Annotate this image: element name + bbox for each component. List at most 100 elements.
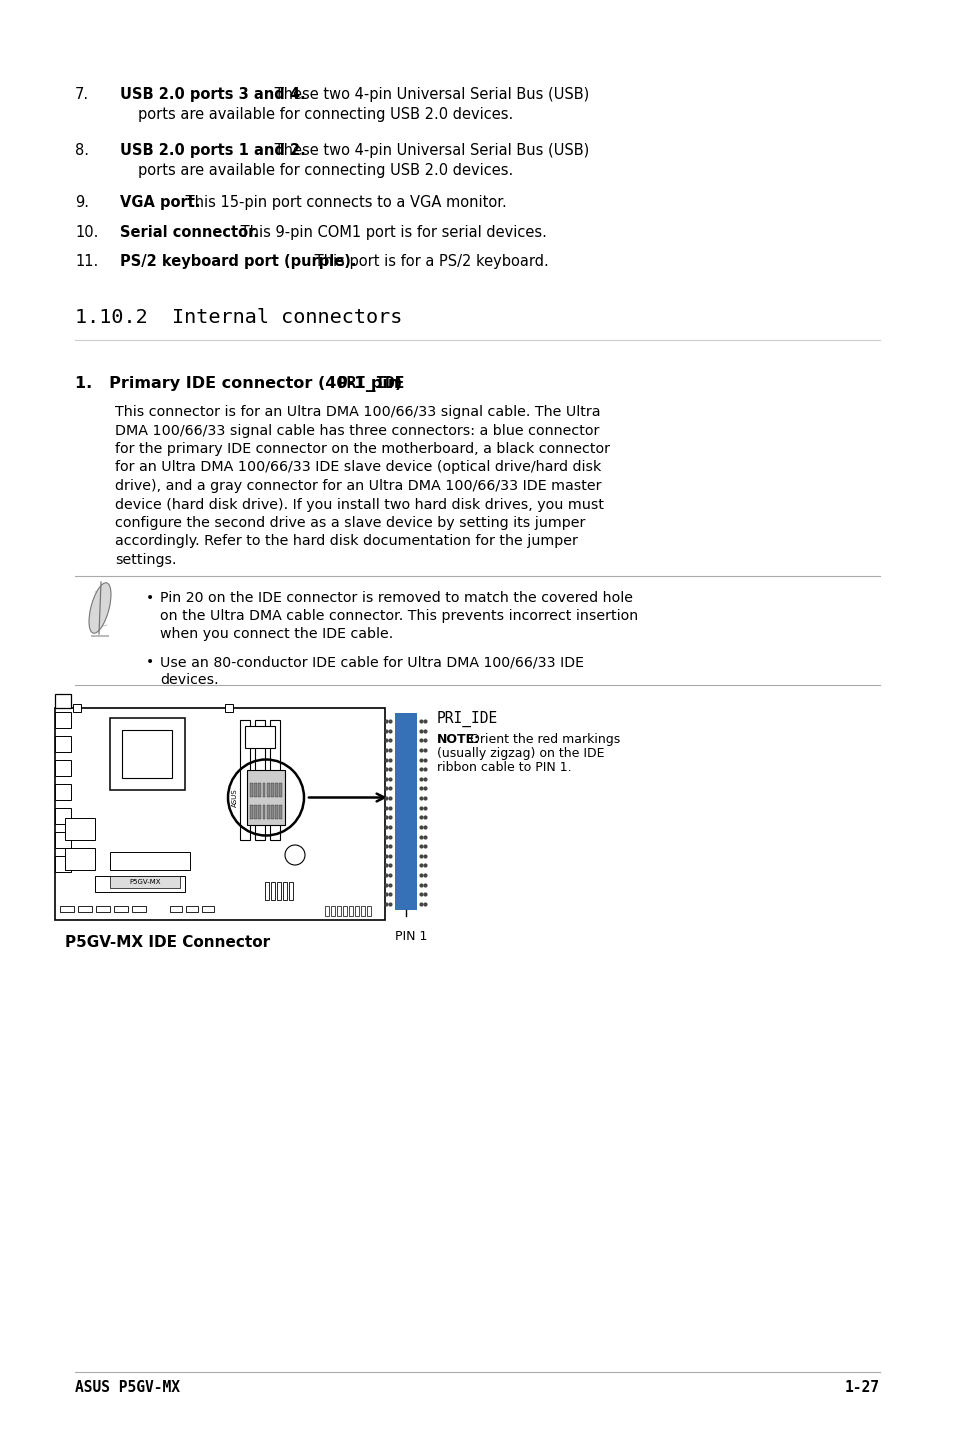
- Text: when you connect the IDE cable.: when you connect the IDE cable.: [160, 627, 393, 641]
- Text: for an Ultra DMA 100/66/33 IDE slave device (optical drive/hard disk: for an Ultra DMA 100/66/33 IDE slave dev…: [115, 460, 600, 475]
- Bar: [55, 761, 71, 777]
- Bar: [170, 906, 182, 912]
- Bar: [283, 881, 287, 900]
- Bar: [247, 769, 285, 825]
- Bar: [55, 695, 71, 707]
- Bar: [122, 731, 172, 778]
- Text: on the Ultra DMA cable connector. This prevents incorrect insertion: on the Ultra DMA cable connector. This p…: [160, 610, 638, 623]
- Bar: [253, 805, 256, 820]
- Bar: [55, 856, 71, 871]
- Text: 11.: 11.: [75, 255, 98, 269]
- Text: drive), and a gray connector for an Ultra DMA 100/66/33 IDE master: drive), and a gray connector for an Ultr…: [115, 479, 601, 493]
- Bar: [262, 784, 265, 797]
- Bar: [245, 726, 274, 748]
- Text: •: •: [146, 591, 154, 605]
- Bar: [250, 784, 253, 797]
- Text: Serial connector.: Serial connector.: [120, 224, 258, 240]
- Text: This 15-pin port connects to a VGA monitor.: This 15-pin port connects to a VGA monit…: [181, 196, 506, 210]
- Text: PS/2 keyboard port (purple).: PS/2 keyboard port (purple).: [120, 255, 356, 269]
- Bar: [367, 906, 371, 916]
- Text: ): ): [395, 375, 402, 391]
- Text: DMA 100/66/33 signal cable has three connectors: a blue connector: DMA 100/66/33 signal cable has three con…: [115, 424, 598, 437]
- Bar: [225, 705, 233, 712]
- Bar: [78, 906, 91, 912]
- Bar: [65, 818, 95, 840]
- Text: These two 4-pin Universal Serial Bus (USB): These two 4-pin Universal Serial Bus (US…: [270, 88, 588, 102]
- Bar: [267, 805, 270, 820]
- Text: NOTE:: NOTE:: [436, 733, 479, 746]
- Bar: [336, 906, 340, 916]
- Text: device (hard disk drive). If you install two hard disk drives, you must: device (hard disk drive). If you install…: [115, 498, 603, 512]
- Bar: [96, 906, 110, 912]
- Bar: [110, 851, 190, 870]
- Text: USB 2.0 ports 1 and 2.: USB 2.0 ports 1 and 2.: [120, 142, 305, 158]
- Bar: [65, 848, 95, 870]
- Bar: [271, 784, 274, 797]
- Text: (usually zigzag) on the IDE: (usually zigzag) on the IDE: [436, 746, 604, 761]
- Text: ASUS P5GV-MX: ASUS P5GV-MX: [75, 1380, 180, 1395]
- Text: P5GV-MX IDE Connector: P5GV-MX IDE Connector: [65, 935, 270, 951]
- Bar: [113, 906, 128, 912]
- Text: Pin 20 on the IDE connector is removed to match the covered hole: Pin 20 on the IDE connector is removed t…: [160, 591, 633, 605]
- Bar: [274, 784, 277, 797]
- Bar: [258, 805, 261, 820]
- Bar: [271, 881, 274, 900]
- Bar: [271, 805, 274, 820]
- Text: VGA port.: VGA port.: [120, 196, 200, 210]
- Bar: [55, 736, 71, 752]
- Bar: [355, 906, 358, 916]
- Text: ports are available for connecting USB 2.0 devices.: ports are available for connecting USB 2…: [138, 162, 513, 178]
- Text: •: •: [146, 654, 154, 669]
- Bar: [254, 720, 265, 840]
- Bar: [325, 906, 329, 916]
- Bar: [55, 784, 71, 800]
- Text: 10.: 10.: [75, 224, 98, 240]
- Bar: [73, 705, 81, 712]
- Ellipse shape: [89, 582, 111, 633]
- Bar: [349, 906, 353, 916]
- Text: ribbon cable to PIN 1.: ribbon cable to PIN 1.: [436, 761, 571, 774]
- Text: for the primary IDE connector on the motherboard, a black connector: for the primary IDE connector on the mot…: [115, 441, 609, 456]
- Text: Orient the red markings: Orient the red markings: [465, 733, 619, 746]
- Text: configure the second drive as a slave device by setting its jumper: configure the second drive as a slave de…: [115, 516, 585, 531]
- Bar: [250, 805, 253, 820]
- Text: accordingly. Refer to the hard disk documentation for the jumper: accordingly. Refer to the hard disk docu…: [115, 535, 578, 548]
- Text: 1.   Primary IDE connector (40-1 pin: 1. Primary IDE connector (40-1 pin: [75, 375, 405, 391]
- Bar: [279, 784, 282, 797]
- Text: settings.: settings.: [115, 554, 176, 567]
- Bar: [258, 784, 261, 797]
- Bar: [274, 805, 277, 820]
- Text: PRI_IDE: PRI_IDE: [436, 710, 497, 728]
- Bar: [55, 712, 71, 728]
- Text: Use an 80-conductor IDE cable for Ultra DMA 100/66/33 IDE: Use an 80-conductor IDE cable for Ultra …: [160, 654, 583, 669]
- Text: These two 4-pin Universal Serial Bus (USB): These two 4-pin Universal Serial Bus (US…: [270, 142, 588, 158]
- Bar: [110, 718, 185, 789]
- Bar: [55, 808, 71, 824]
- Text: ports are available for connecting USB 2.0 devices.: ports are available for connecting USB 2…: [138, 106, 513, 122]
- Text: PRI_IDE: PRI_IDE: [337, 375, 405, 393]
- Text: 1.10.2  Internal connectors: 1.10.2 Internal connectors: [75, 308, 402, 326]
- Text: This port is for a PS/2 keyboard.: This port is for a PS/2 keyboard.: [310, 255, 549, 269]
- Bar: [270, 720, 280, 840]
- Bar: [395, 713, 416, 910]
- Bar: [110, 876, 180, 889]
- Bar: [253, 784, 256, 797]
- Bar: [331, 906, 335, 916]
- Text: ASUS: ASUS: [232, 788, 237, 807]
- Bar: [60, 906, 74, 912]
- Text: 1-27: 1-27: [844, 1380, 879, 1395]
- Text: 7.: 7.: [75, 88, 89, 102]
- Text: This 9-pin COM1 port is for serial devices.: This 9-pin COM1 port is for serial devic…: [235, 224, 546, 240]
- Text: devices.: devices.: [160, 673, 218, 687]
- Bar: [55, 707, 385, 920]
- Text: USB 2.0 ports 3 and 4.: USB 2.0 ports 3 and 4.: [120, 88, 305, 102]
- Bar: [55, 833, 71, 848]
- Bar: [267, 784, 270, 797]
- Bar: [360, 906, 365, 916]
- Bar: [279, 805, 282, 820]
- Bar: [343, 906, 347, 916]
- Text: 9.: 9.: [75, 196, 89, 210]
- Bar: [202, 906, 213, 912]
- Text: 8.: 8.: [75, 142, 89, 158]
- Bar: [289, 881, 293, 900]
